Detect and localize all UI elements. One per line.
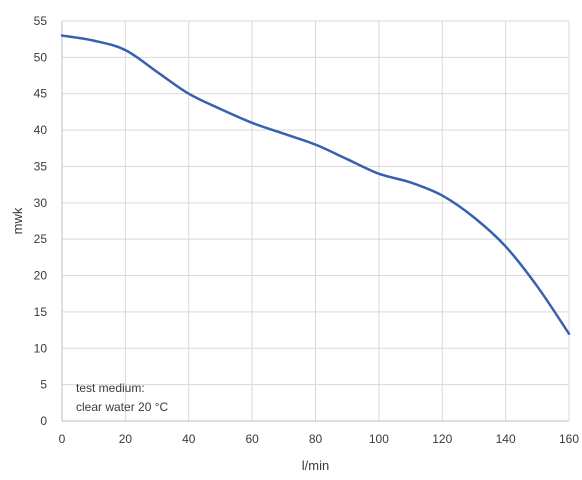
x-tick-label: 100 (369, 432, 389, 446)
x-tick-label: 20 (119, 432, 133, 446)
y-tick-label: 5 (40, 378, 47, 392)
axes (61, 21, 569, 422)
y-tick-label: 45 (34, 87, 48, 101)
y-tick-label: 25 (34, 232, 48, 246)
y-tick-label: 0 (40, 414, 47, 428)
x-tick-label: 80 (309, 432, 323, 446)
y-tick-label: 15 (34, 305, 48, 319)
series-layer (60, 34, 571, 335)
y-tick-label: 55 (34, 14, 48, 28)
series-line-0 (60, 34, 571, 335)
x-tick-label: 160 (559, 432, 579, 446)
x-tick-label: 140 (496, 432, 516, 446)
annotation-line-2: clear water 20 °C (76, 400, 169, 414)
annotation-line-1: test medium: (76, 381, 145, 395)
tick-labels: 0 5 10 15 20 25 30 35 40 45 50 55 0 20 40 60 80 100 120 140… (34, 14, 580, 446)
x-tick-label: 0 (59, 432, 66, 446)
y-tick-label: 10 (34, 341, 48, 355)
y-tick-label: 40 (34, 123, 48, 137)
x-tick-label: 120 (432, 432, 452, 446)
x-axis-title: l/min (302, 458, 329, 473)
x-tick-label: 60 (245, 432, 259, 446)
y-tick-label: 35 (34, 159, 48, 173)
grid-lines (62, 20, 570, 421)
y-tick-label: 50 (34, 50, 48, 64)
y-axis-title: mwk (10, 207, 25, 234)
x-tick-label: 40 (182, 432, 196, 446)
y-tick-label: 30 (34, 196, 48, 210)
y-tick-label: 20 (34, 269, 48, 283)
